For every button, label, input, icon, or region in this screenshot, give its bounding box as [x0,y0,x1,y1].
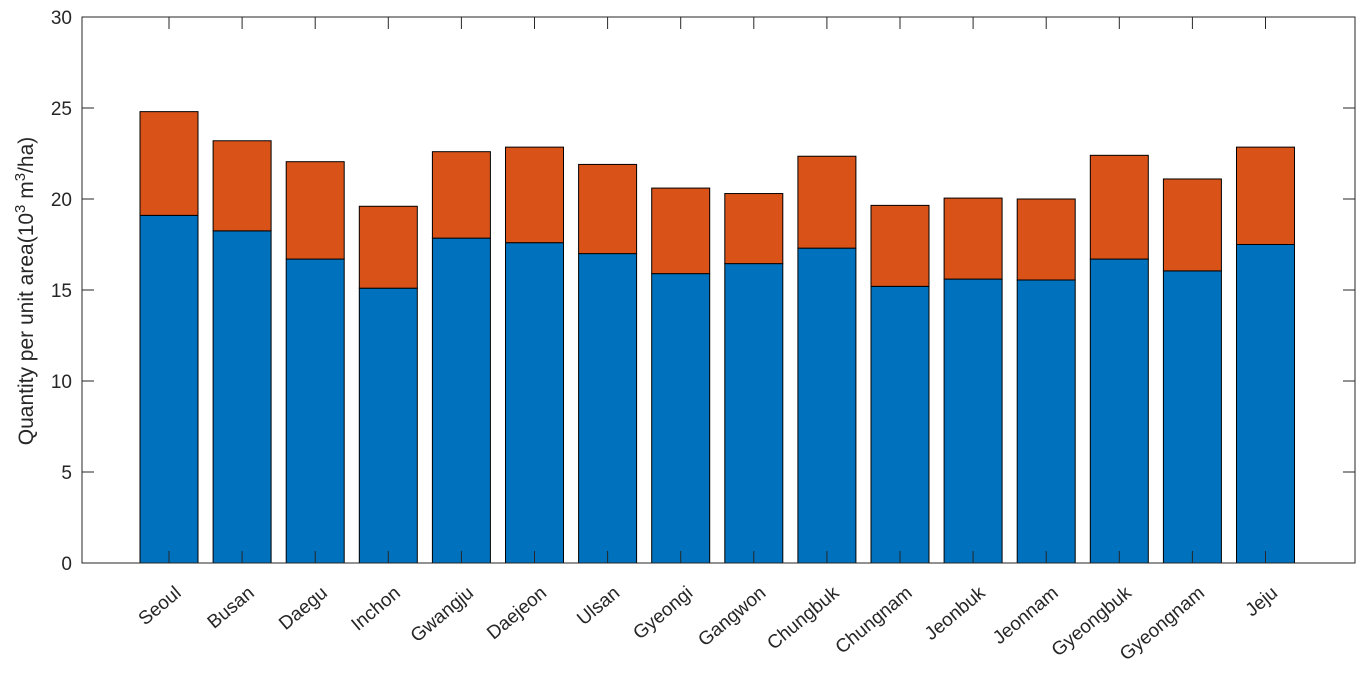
y-tick-label: 0 [61,554,72,575]
bar-segment-1-chungbuk [797,247,857,564]
y-axis-title-prefix: Quantity per unit area(10 [15,213,38,445]
y-tick-label: 30 [51,8,72,29]
x-tick-label-seoul: Seoul [135,583,186,630]
x-tick-label-daegu: Daegu [275,583,331,635]
bar-segment-2-ulsan [578,163,638,255]
x-tick-label-gwangju: Gwangju [407,583,478,647]
bar-segment-2-gyeongnam [1162,178,1222,272]
bar-segment-2-gangwon [724,193,784,265]
bar-segment-2-inchon [358,205,418,289]
bar-segment-1-jeju [1236,244,1295,564]
bars-layer [139,111,1295,564]
x-tick-label-jeonnam: Jeonnam [989,583,1062,649]
bar-segment-1-seoul [139,214,199,564]
y-tick-label: 10 [51,372,72,393]
bar-segment-2-busan [212,140,272,232]
bar-segment-2-chungnam [870,204,930,287]
y-axis-title-exponent-2: 3 [12,173,29,181]
x-tick-label-inchon: Inchon [348,583,405,636]
y-tick-label: 25 [51,99,72,120]
bar-segment-2-jeonnam [1016,198,1076,281]
bar-segment-2-seoul [139,111,199,216]
bar-segment-1-gyeongbuk [1089,258,1149,564]
x-tick-label-daejeon: Daejeon [483,583,551,645]
x-tick-label-busan: Busan [204,583,259,634]
bar-segment-1-jeonbuk [943,278,1003,564]
bar-segment-2-jeonbuk [943,197,1003,280]
bar-segment-1-gangwon [724,263,784,564]
bar-segment-1-gyeongnam [1162,270,1222,564]
y-axis-title-middle: m [15,181,38,204]
bar-segment-1-ulsan [578,253,638,564]
bar-segment-2-gyeongbuk [1089,154,1149,260]
y-axis-title-exponent-1: 3 [12,205,29,213]
bar-segment-1-chungnam [870,285,930,564]
bar-segment-2-daejeon [505,146,564,244]
y-axis-title-suffix: /ha) [15,137,38,173]
x-tick-label-ulsan: Ulsan [573,583,624,630]
x-tick-label-jeonbuk: Jeonbuk [921,582,990,645]
y-axis-title: Quantity per unit area(103 m3/ha) [12,137,38,446]
bar-segment-1-jeonnam [1016,279,1076,564]
x-tick-label-gangwon: Gangwon [694,583,770,651]
bar-segment-2-jeju [1236,146,1295,246]
bar-segment-1-gyeongi [651,273,711,564]
bar-segment-2-daegu [285,161,345,260]
bar-segment-1-inchon [358,287,418,564]
y-tick-label: 15 [51,281,72,302]
y-tick-label: 5 [61,463,72,484]
y-tick-label: 20 [51,190,72,211]
bar-segment-1-gwangju [431,237,491,564]
bar-segment-1-busan [212,230,272,564]
bar-segment-2-gyeongi [651,187,711,275]
x-tick-label-gyeongi: Gyeongi [629,583,697,645]
bar-segment-1-daegu [285,258,345,564]
y-axis-ticks: 0 5 10 15 20 25 30 [51,8,1355,575]
x-tick-label-jeju: Jeju [1242,583,1282,621]
bar-segment-2-chungbuk [797,155,857,249]
x-tick-label-chungnam: Chungnam [832,583,917,659]
bar-segment-1-daejeon [505,242,564,564]
bar-segment-2-gwangju [431,151,491,239]
